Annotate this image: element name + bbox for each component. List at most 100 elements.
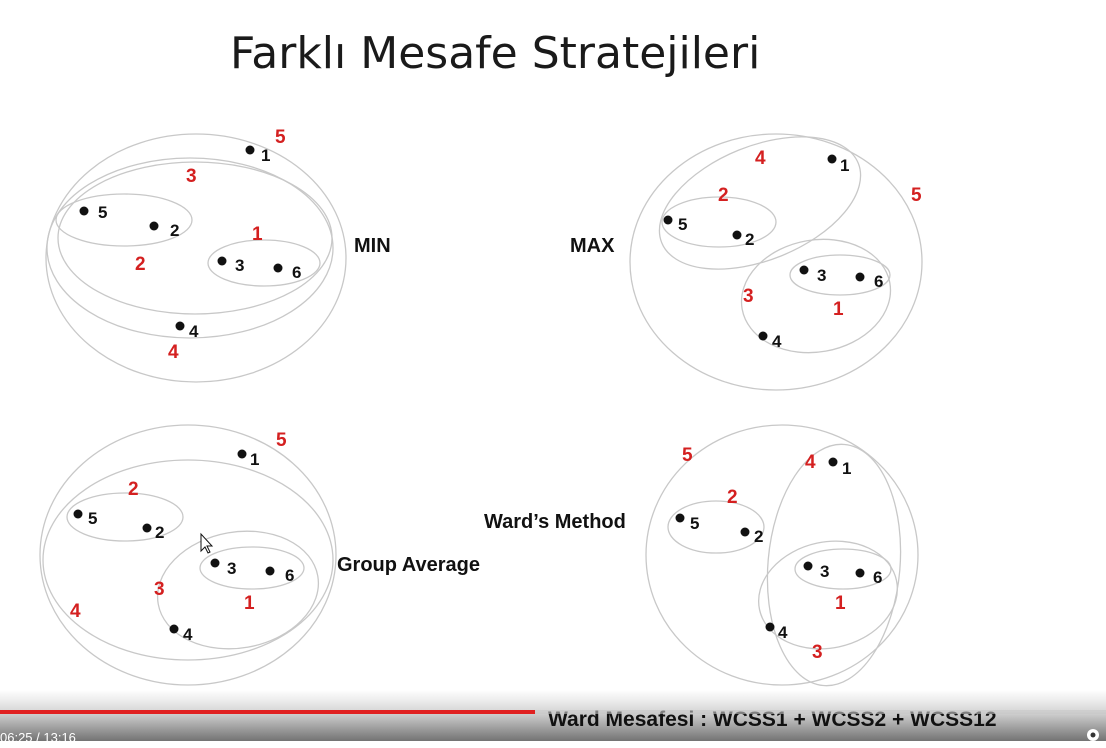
merge-order-label: 4: [70, 601, 81, 622]
merge-order-label: 5: [275, 127, 286, 148]
cluster-boundary: [207, 239, 321, 287]
point-label: 4: [189, 322, 199, 341]
merge-order-label: 4: [168, 342, 179, 363]
data-point: [740, 527, 750, 537]
max-label: MAX: [570, 235, 615, 257]
wards-method-clusters: [645, 424, 919, 687]
data-point: [169, 624, 179, 634]
merge-order-label: 4: [755, 148, 766, 169]
wards-method-label: Ward’s Method: [484, 511, 626, 533]
merge-order-label: 2: [718, 185, 729, 206]
point-label: 1: [842, 459, 851, 478]
data-point: [273, 263, 283, 273]
cluster-boundary: [757, 540, 899, 650]
min-diagram: 1 5 2 3 6 4 5 3 1 2 4 MIN 1 5 2 3 6: [39, 127, 923, 687]
cluster-boundary: [766, 443, 902, 687]
data-point: [142, 523, 152, 533]
point-label: 2: [155, 523, 164, 542]
point-label: 3: [820, 562, 829, 581]
progress-played: [0, 710, 535, 714]
cluster-boundary: [645, 424, 919, 686]
data-point: [79, 206, 89, 216]
data-point: [675, 513, 685, 523]
group-average-points: 1 5 2 3 6 4: [73, 449, 294, 644]
data-point: [803, 561, 813, 571]
merge-order-label: 3: [812, 642, 823, 663]
point-label: 1: [840, 156, 849, 175]
cluster-boundary: [55, 193, 193, 247]
max-order-labels: 4 2 5 3 1: [718, 148, 922, 320]
group-average-clusters: [39, 424, 337, 686]
point-label: 5: [88, 509, 97, 528]
merge-order-label: 2: [128, 479, 139, 500]
point-label: 6: [874, 272, 883, 291]
wards-method-points: 1 5 2 3 6 4: [675, 457, 882, 642]
merge-order-label: 1: [833, 299, 844, 320]
group-average-order-labels: 5 2 3 1 4: [70, 430, 287, 622]
merge-order-label: 1: [835, 593, 846, 614]
wards-method-order-labels: 5 4 2 1 3: [682, 445, 846, 663]
merge-order-label: 4: [805, 452, 816, 473]
point-label: 3: [235, 256, 244, 275]
merge-order-label: 1: [244, 593, 255, 614]
cluster-boundary: [658, 136, 862, 270]
data-point: [855, 272, 865, 282]
data-point: [828, 457, 838, 467]
point-label: 2: [745, 230, 754, 249]
merge-order-label: 3: [186, 166, 197, 187]
data-point: [855, 568, 865, 578]
mouse-cursor-icon: [200, 532, 214, 554]
point-label: 2: [754, 527, 763, 546]
cluster-boundary: [45, 133, 347, 383]
merge-order-label: 5: [276, 430, 287, 451]
point-label: 4: [183, 625, 193, 644]
cluster-boundary: [57, 161, 333, 315]
cluster-boundary: [66, 492, 184, 542]
cluster-boundary: [794, 548, 892, 590]
progress-bar[interactable]: [0, 710, 1106, 714]
data-point: [210, 558, 220, 568]
point-label: 5: [678, 215, 687, 234]
min-clusters: [45, 133, 347, 383]
data-point: [175, 321, 185, 331]
max-clusters: [629, 133, 923, 391]
data-point: [758, 331, 768, 341]
point-label: 3: [227, 559, 236, 578]
cluster-boundary: [46, 157, 334, 339]
cluster-boundary: [629, 133, 923, 391]
cluster-boundary: [156, 530, 320, 650]
merge-order-label: 3: [743, 286, 754, 307]
video-player-controls: [0, 690, 1106, 741]
min-label: MIN: [354, 235, 391, 257]
merge-order-label: 5: [911, 185, 922, 206]
cluster-boundary: [740, 238, 892, 354]
data-point: [732, 230, 742, 240]
point-label: 1: [261, 146, 270, 165]
data-point: [73, 509, 83, 519]
point-label: 4: [772, 332, 782, 351]
cluster-boundary: [667, 500, 765, 554]
data-point: [149, 221, 159, 231]
data-point: [765, 622, 775, 632]
data-point: [245, 145, 255, 155]
data-point: [217, 256, 227, 266]
merge-order-label: 2: [727, 487, 738, 508]
merge-order-label: 2: [135, 254, 146, 275]
cluster-boundary: [789, 254, 891, 296]
data-point: [827, 154, 837, 164]
gear-icon[interactable]: [1084, 726, 1102, 744]
point-label: 5: [98, 203, 107, 222]
merge-order-label: 1: [252, 224, 263, 245]
point-label: 6: [285, 566, 294, 585]
cluster-boundary: [39, 424, 337, 686]
point-label: 4: [778, 623, 788, 642]
cluster-boundary: [199, 546, 305, 590]
cluster-boundary: [42, 459, 334, 661]
point-label: 5: [690, 514, 699, 533]
point-label: 6: [292, 263, 301, 282]
cluster-boundary: [661, 196, 777, 248]
data-point: [799, 265, 809, 275]
point-label: 2: [170, 221, 179, 240]
max-points: 1 5 2 3 6 4: [663, 154, 883, 351]
